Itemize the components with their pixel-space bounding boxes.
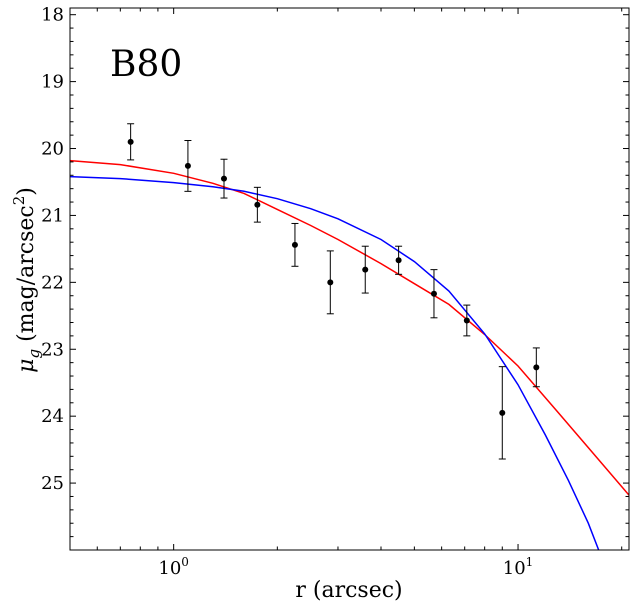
data-point-4 [253, 186, 261, 223]
marker [254, 201, 261, 208]
data-point-5 [291, 222, 299, 267]
y-tick-label: 24 [41, 406, 64, 427]
marker [327, 279, 334, 286]
fit-curve-2 [70, 175, 600, 550]
y-axis-label-base: μ [14, 359, 39, 373]
y-axis-label: μg (mag/arcsec2) [10, 187, 43, 373]
x-tick-label: 101 [503, 555, 534, 579]
y-tick-label: 20 [41, 139, 64, 160]
marker [499, 409, 506, 416]
y-tick-label: 25 [41, 473, 64, 494]
chart-annotation: B80 [110, 44, 182, 85]
marker [533, 364, 540, 371]
x-tick-label: 100 [158, 555, 189, 579]
data-points [127, 123, 540, 460]
y-axis-label-rest: (mag/arcsec [14, 205, 39, 349]
data-point-1 [127, 123, 135, 161]
data-point-8 [395, 245, 403, 275]
y-tick-label: 23 [41, 339, 64, 360]
marker [463, 317, 470, 324]
fit-curve-1 [70, 159, 629, 496]
marker [291, 241, 298, 248]
data-point-7 [361, 245, 369, 294]
marker [184, 162, 191, 169]
axis-ticks: 18 19 20 21 22 23 24 25 100 101 [41, 5, 629, 579]
y-axis-label-sup: 2 [10, 196, 28, 206]
y-tick-label: 21 [41, 205, 64, 226]
data-point-2 [184, 139, 192, 192]
data-point-11 [498, 366, 506, 460]
data-point-12 [532, 347, 540, 388]
data-point-9 [430, 269, 438, 319]
plot-frame [69, 7, 630, 551]
marker [430, 290, 437, 297]
y-axis-label-sub: g [25, 349, 43, 359]
y-tick-label: 18 [41, 5, 64, 26]
marker [127, 138, 134, 145]
marker [395, 257, 402, 264]
marker [362, 266, 369, 273]
data-point-10 [463, 304, 471, 337]
y-tick-label: 22 [41, 272, 64, 293]
y-tick-label: 19 [41, 72, 64, 93]
y-axis-label-close: ) [14, 187, 39, 196]
data-point-6 [326, 250, 334, 315]
fit-curves [70, 159, 629, 550]
data-point-3 [220, 158, 228, 199]
x-axis-label: r (arcsec) [295, 578, 402, 603]
marker [220, 175, 227, 182]
